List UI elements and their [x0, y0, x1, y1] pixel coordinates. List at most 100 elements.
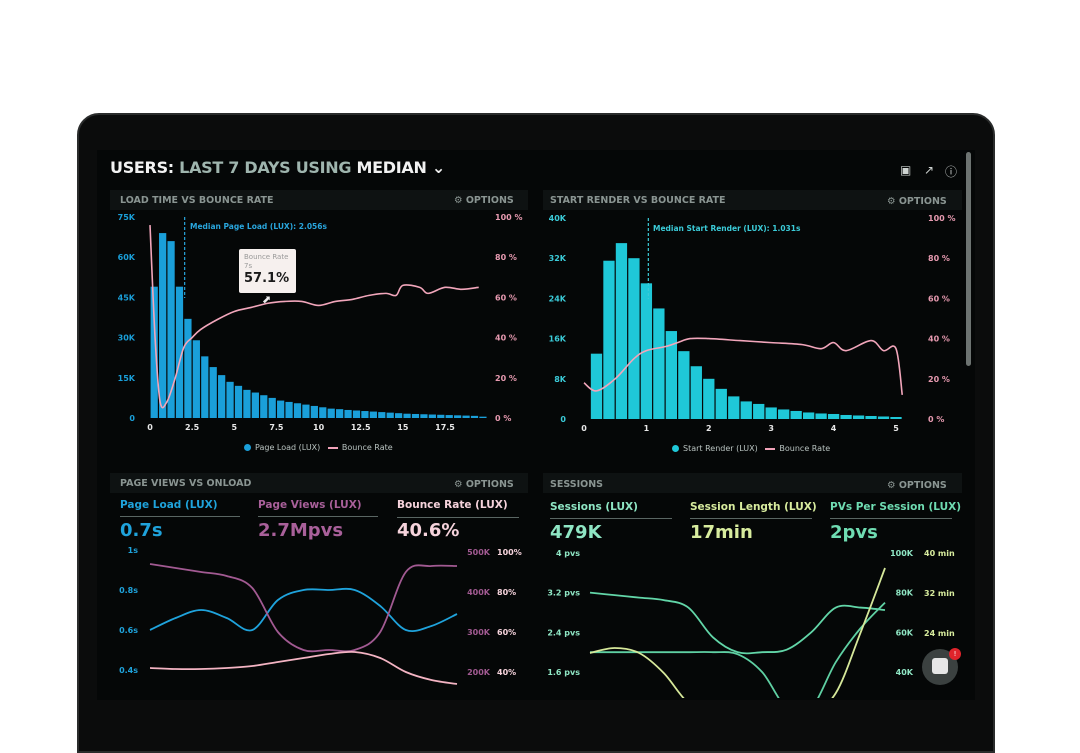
- legend-item[interactable]: Page Load (LUX): [255, 443, 321, 452]
- x-tick-label: 4: [831, 424, 837, 433]
- y-right-tick-label: 20 %: [495, 374, 517, 383]
- histogram-bar: [840, 414, 852, 419]
- y-left-tick-label: 45K: [118, 293, 136, 302]
- chevron-down-icon[interactable]: ⌄: [431, 158, 445, 177]
- help-icon[interactable]: ⓘ: [945, 165, 958, 179]
- scrollbar[interactable]: [966, 152, 971, 366]
- histogram-bar: [778, 409, 790, 419]
- monitor-icon[interactable]: ▣: [900, 163, 912, 177]
- x-tick-label: 0: [147, 423, 153, 432]
- histogram-bar: [437, 414, 445, 418]
- legend-dot-icon: [244, 444, 251, 451]
- histogram-bar: [411, 413, 420, 418]
- notification-badge: !: [949, 648, 961, 660]
- histogram-bar: [268, 397, 276, 418]
- histogram-bar: [209, 367, 217, 418]
- histogram-bar: [420, 414, 428, 418]
- histogram-bar: [852, 415, 865, 419]
- stat-value-page-load: 0.7s: [120, 520, 163, 541]
- options-button-sessions[interactable]: ⚙ OPTIONS: [887, 480, 947, 491]
- histogram-bar: [615, 243, 628, 419]
- stat-label-page-views: Page Views (LUX): [258, 499, 362, 511]
- divider: [397, 517, 519, 518]
- y-right-tick-label: 40K: [896, 668, 914, 677]
- y-right-tick-label: 0 %: [495, 414, 511, 423]
- histogram-bar: [218, 375, 226, 418]
- histogram-bar: [628, 258, 640, 419]
- title-using: USING: [295, 158, 352, 177]
- series-line: [589, 591, 886, 655]
- x-tick-label: 10: [313, 423, 325, 432]
- x-tick-label: 2.5: [185, 423, 200, 432]
- y-left-tick-label: 16K: [549, 335, 567, 344]
- y-left-tick-label: 24K: [549, 294, 567, 303]
- bounce-rate-line: [583, 337, 904, 395]
- legend-line-icon: [327, 446, 338, 449]
- stat-label-pvs-per-session: PVs Per Session (LUX): [830, 501, 962, 513]
- histogram-bar: [226, 381, 234, 418]
- y-right-tick-label: 80%: [497, 588, 516, 597]
- title-metric[interactable]: MEDIAN: [356, 158, 427, 177]
- histogram-bar: [260, 395, 268, 418]
- histogram-bar: [251, 392, 259, 418]
- histogram-bar: [690, 366, 702, 419]
- histogram-bar: [715, 388, 727, 419]
- histogram-bar: [150, 286, 158, 418]
- y-right-tick-label: 32 min: [924, 589, 955, 598]
- y-right-tick-label: 200K: [467, 668, 491, 677]
- histogram-bar: [201, 356, 209, 418]
- histogram-bar: [378, 412, 386, 418]
- legend-item[interactable]: Bounce Rate: [779, 444, 831, 453]
- options-label: OPTIONS: [898, 480, 947, 491]
- tooltip: Bounce Rate 7s 57.1%: [239, 249, 296, 293]
- legend-start-render: Start Render (LUX) Bounce Rate: [672, 444, 830, 453]
- y-right-tick-label: 60 %: [495, 293, 517, 302]
- y-right-tick-label: 100K: [890, 549, 914, 558]
- histogram-bar: [653, 308, 665, 419]
- page-title[interactable]: USERS: LAST 7 DAYS USING MEDIAN ⌄: [110, 158, 445, 177]
- legend-item[interactable]: Bounce Rate: [341, 443, 393, 452]
- legend-item[interactable]: Start Render (LUX): [683, 444, 758, 453]
- divider: [120, 516, 240, 517]
- options-label: OPTIONS: [465, 479, 514, 490]
- chat-button[interactable]: [922, 649, 958, 685]
- legend-line-icon: [765, 447, 776, 450]
- histogram-bar: [175, 286, 184, 418]
- y-right-tick-label: 500K: [467, 548, 491, 557]
- title-period[interactable]: LAST 7 DAYS: [179, 158, 291, 177]
- y-right-tick-label: 40 min: [924, 549, 955, 558]
- y-left-tick-label: 60K: [118, 253, 136, 262]
- median-label-render: Median Start Render (LUX): 1.031s: [653, 224, 801, 233]
- stat-label-sessions: Sessions (LUX): [550, 501, 638, 513]
- y-right-tick-label: 20 %: [928, 375, 950, 384]
- histogram-bar: [479, 416, 487, 418]
- histogram-bar: [703, 378, 715, 419]
- histogram-bar: [327, 408, 335, 418]
- panel-header-sessions: [543, 473, 962, 493]
- histogram-bar: [590, 353, 603, 419]
- histogram-bar: [827, 413, 840, 419]
- x-tick-label: 5: [231, 423, 237, 432]
- histogram-bar: [395, 413, 403, 418]
- stat-label-session-length: Session Length (LUX): [690, 501, 817, 513]
- y-left-tick-label: 0.8s: [119, 586, 138, 595]
- series-line: [149, 563, 458, 653]
- options-button-page-views[interactable]: ⚙ OPTIONS: [454, 479, 514, 490]
- histogram-bar: [234, 385, 243, 418]
- share-icon[interactable]: ↗: [924, 163, 935, 177]
- x-tick-label: 12.5: [351, 423, 371, 432]
- y-right-tick-label: 300K: [467, 628, 491, 637]
- y-right-tick-label: 40 %: [928, 335, 950, 344]
- histogram-bar: [753, 403, 765, 419]
- y-right-tick-label: 0 %: [928, 415, 944, 424]
- y-left-tick-label: 75K: [118, 213, 136, 222]
- divider: [550, 518, 672, 519]
- tooltip-value: 57.1%: [244, 271, 290, 286]
- y-left-tick-label: 1.6 pvs: [547, 668, 580, 677]
- options-button-start-render[interactable]: ⚙ OPTIONS: [887, 196, 947, 207]
- y-left-tick-label: 1s: [128, 546, 139, 555]
- divider: [830, 518, 952, 519]
- legend-load-time: Page Load (LUX) Bounce Rate: [244, 443, 393, 452]
- options-button-load-time[interactable]: ⚙ OPTIONS: [454, 195, 514, 206]
